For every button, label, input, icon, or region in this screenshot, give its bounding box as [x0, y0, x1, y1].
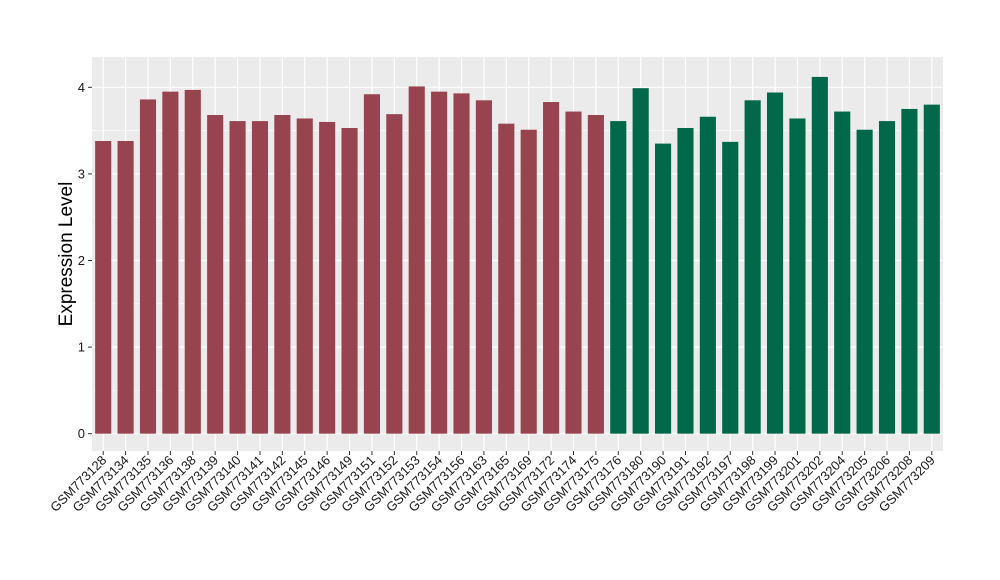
bar — [341, 128, 358, 434]
bar — [923, 104, 940, 434]
bar — [766, 92, 784, 434]
bars — [95, 76, 940, 434]
bar — [207, 115, 224, 434]
bar — [520, 129, 537, 434]
bar — [431, 91, 448, 434]
y-tick-label: 4 — [78, 80, 85, 95]
bar — [878, 121, 896, 434]
y-tick-label: 3 — [78, 166, 85, 181]
bar — [319, 121, 336, 434]
bar — [744, 100, 761, 434]
bar — [901, 108, 918, 434]
bar — [677, 128, 694, 434]
bar — [95, 140, 112, 434]
bar — [655, 143, 672, 434]
y-tick-label: 1 — [78, 340, 85, 355]
y-axis: 0 1 2 3 4 — [78, 80, 92, 441]
bar — [632, 88, 649, 434]
bar — [251, 121, 269, 434]
bar — [296, 118, 313, 434]
bar — [856, 129, 873, 434]
bar — [184, 89, 201, 434]
bar — [699, 116, 716, 434]
x-axis: GSM773128GSM773134GSM773135GSM773136GSM7… — [47, 451, 938, 515]
bar — [498, 123, 515, 434]
bar — [834, 111, 851, 434]
bar — [811, 76, 828, 434]
bar — [789, 118, 806, 434]
bar — [543, 102, 560, 434]
bar — [139, 99, 157, 434]
bar — [475, 100, 492, 434]
bar — [587, 115, 604, 434]
y-tick-label: 2 — [78, 253, 85, 268]
y-axis-title: Expression Level — [56, 182, 77, 327]
bar — [610, 121, 627, 434]
bar — [117, 140, 134, 434]
bar — [722, 141, 739, 434]
y-tick-label: 0 — [78, 426, 85, 441]
bar — [386, 114, 403, 434]
bar — [363, 94, 380, 434]
bar — [274, 115, 291, 434]
bar — [408, 86, 425, 434]
bar — [453, 93, 470, 434]
bar — [162, 91, 179, 434]
bar — [229, 121, 246, 434]
bar — [565, 111, 582, 434]
